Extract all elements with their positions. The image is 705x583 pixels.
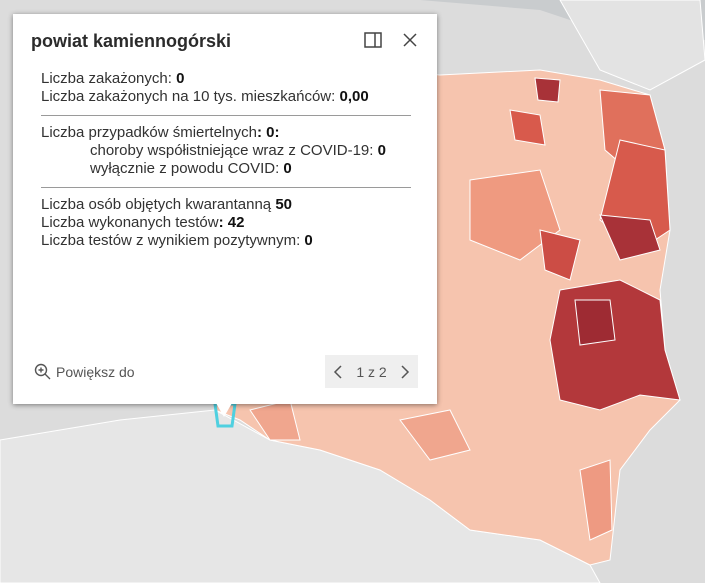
value: 0 (283, 160, 292, 177)
value: 50 (275, 196, 293, 213)
popup-title: powiat kamiennogórski (31, 31, 232, 51)
row: Liczba zakażonych na 10 tys. mieszkańców… (41, 88, 411, 106)
zoom-to-button[interactable]: Powiększ do (34, 363, 135, 381)
pager: 1 z 2 (325, 355, 418, 388)
row: choroby współistniejące wraz z COVID-19:… (41, 142, 411, 160)
value: 0 (377, 142, 386, 159)
label: Liczba zakażonych: (41, 70, 177, 87)
separator (41, 187, 411, 188)
close-button[interactable] (402, 32, 418, 48)
row: Liczba testów z wynikiem pozytywnym: 0 (41, 232, 411, 250)
value: 0 (304, 232, 313, 249)
separator (41, 115, 411, 116)
popup-content: Liczba zakażonych: 0 Liczba zakażonych n… (41, 70, 411, 250)
popup: powiat kamiennogórski Liczba zakażonych:… (13, 14, 437, 404)
value: 0 (176, 70, 185, 87)
next-button[interactable] (400, 364, 410, 380)
zoom-label: Powiększ do (56, 364, 135, 380)
popup-pointer (216, 403, 232, 417)
row: Liczba przypadków śmiertelnych: 0: (41, 124, 411, 142)
label: Liczba przypadków śmiertelnych (41, 124, 257, 141)
value: : 42 (218, 214, 245, 231)
label: wyłącznie z powodu COVID: (90, 160, 284, 177)
row: Liczba zakażonych: 0 (41, 70, 411, 88)
label: choroby współistniejące wraz z COVID-19: (90, 142, 378, 159)
label: Liczba testów z wynikiem pozytywnym: (41, 232, 305, 249)
dock-button[interactable] (364, 32, 382, 48)
zoom-icon (34, 363, 51, 380)
value: : 0: (256, 124, 280, 141)
label: Liczba osób objętych kwarantanną (41, 196, 276, 213)
value: 0,00 (339, 88, 369, 105)
label: Liczba zakażonych na 10 tys. mieszkańców… (41, 88, 340, 105)
previous-button[interactable] (333, 364, 343, 380)
row: wyłącznie z powodu COVID: 0 (41, 160, 411, 178)
row: Liczba wykonanych testów: 42 (41, 214, 411, 232)
row: Liczba osób objętych kwarantanną 50 (41, 196, 411, 214)
pager-label: 1 z 2 (356, 363, 387, 380)
label: Liczba wykonanych testów (41, 214, 219, 231)
